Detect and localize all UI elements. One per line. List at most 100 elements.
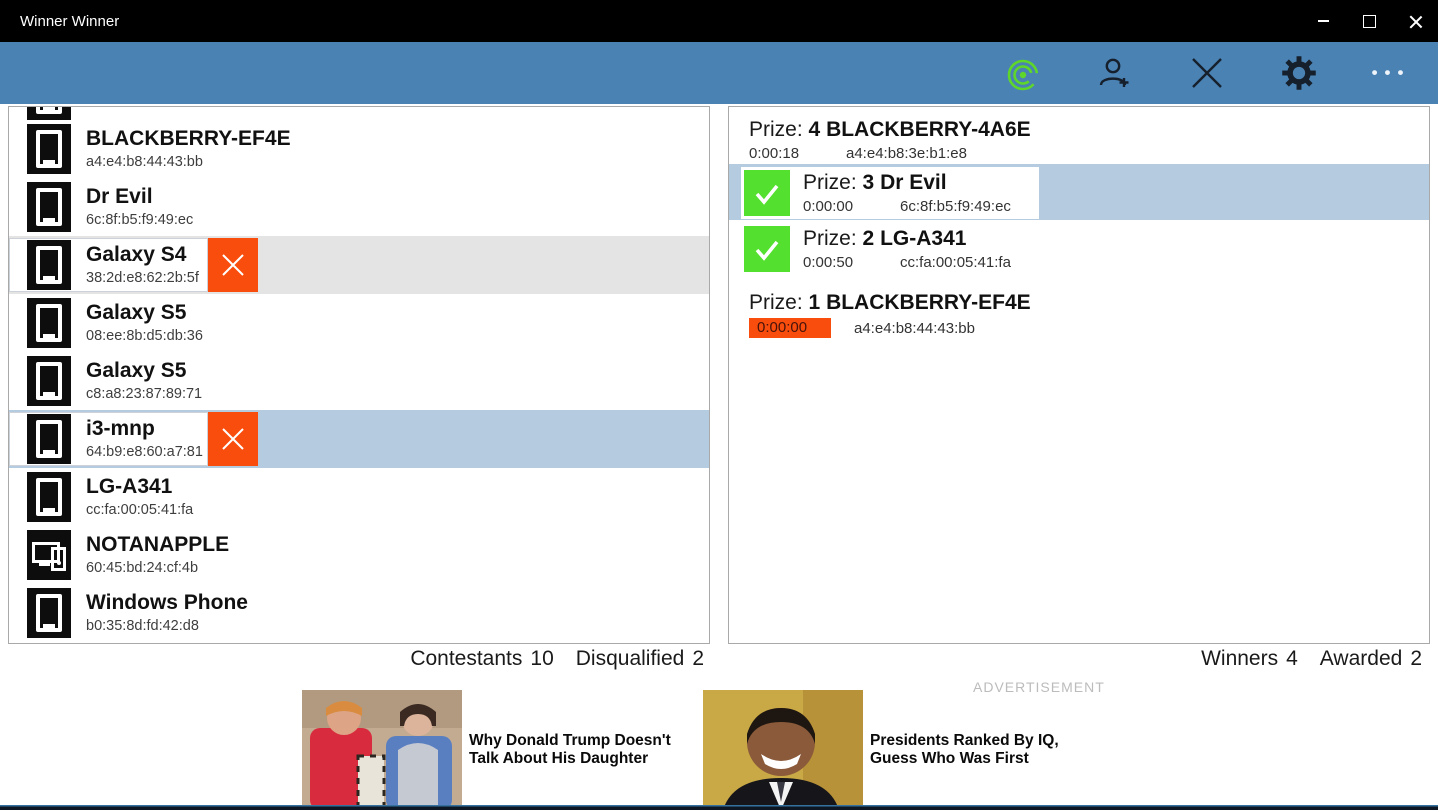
contestant-row-disqualified[interactable]: Galaxy S4 38:2d:e8:62:2b:5f xyxy=(9,236,709,294)
maximize-icon xyxy=(1362,14,1376,28)
prize-details: 0:00:18 a4:e4:b8:3e:b1:e8 xyxy=(749,145,1429,162)
prize-title: Prize: 3 Dr Evil xyxy=(803,171,947,194)
contestant-name: Galaxy S4 xyxy=(86,243,187,267)
window-controls xyxy=(1300,0,1438,42)
contestants-count: 10 xyxy=(530,647,554,670)
phone-icon xyxy=(27,588,71,638)
contestant-row[interactable]: Dr Evil 6c:8f:b5:f9:49:ec xyxy=(9,178,709,236)
phone-icon xyxy=(27,356,71,406)
awarded-label: Awarded xyxy=(1319,647,1403,670)
contestants-status: Contestants 10 Disqualified 2 xyxy=(8,647,704,671)
contestant-card: i3-mnp 64:b9:e8:60:a7:81 xyxy=(9,412,208,466)
prize-winner-name: LG-A341 xyxy=(880,227,967,250)
winner-mac: a4:e4:b8:44:43:bb xyxy=(854,319,975,337)
prize-number: 1 xyxy=(808,291,821,314)
contestant-mac: 60:45:bd:24:cf:4b xyxy=(86,559,199,576)
phone-icon xyxy=(27,107,71,120)
contestants-list[interactable]: BLACKBERRY-EF4E a4:e4:b8:44:43:bb Dr Evi… xyxy=(8,106,710,644)
awarded-check-icon xyxy=(744,226,790,272)
ad-item[interactable]: Presidents Ranked By IQ, Guess Who Was F… xyxy=(703,690,1082,810)
close-button[interactable] xyxy=(1392,0,1438,42)
contestant-mac: c8:a8:23:87:89:71 xyxy=(86,385,203,402)
contestant-mac: a4:e4:b8:44:43:bb xyxy=(86,153,203,170)
contestant-name: i3-mnp xyxy=(86,417,155,441)
list-item-partial xyxy=(9,107,709,120)
prize-timer-alert: 0:00:00 xyxy=(749,318,831,338)
contestants-label: Contestants xyxy=(410,647,523,670)
contestant-mac: cc:fa:00:05:41:fa xyxy=(86,501,194,518)
contestant-row[interactable]: Galaxy S5 c8:a8:23:87:89:71 xyxy=(9,352,709,410)
prize-number: 2 xyxy=(862,227,875,250)
winner-row[interactable]: Prize: 2 LG-A341 0:00:50 cc:fa:00:05:41:… xyxy=(729,220,1429,280)
contestant-name: LG-A341 xyxy=(86,475,173,499)
add-person-icon xyxy=(1099,58,1129,87)
ad-headline[interactable]: Presidents Ranked By IQ, Guess Who Was F… xyxy=(870,731,1059,767)
prize-title: Prize: 1 BLACKBERRY-EF4E xyxy=(749,291,1031,314)
contestant-row-disqualified-selected[interactable]: i3-mnp 64:b9:e8:60:a7:81 xyxy=(9,410,709,468)
prize-title: Prize: 2 LG-A341 xyxy=(803,227,967,250)
contestant-name: Windows Phone xyxy=(86,591,248,615)
disqualify-button[interactable] xyxy=(208,238,258,292)
contestant-name: Galaxy S5 xyxy=(86,359,187,383)
winner-mac: a4:e4:b8:3e:b1:e8 xyxy=(846,145,967,162)
prize-number: 4 xyxy=(808,118,821,141)
winner-card: Prize: 3 Dr Evil 0:00:00 6c:8f:b5:f9:49:… xyxy=(741,167,1039,219)
contestant-mac: 64:b9:e8:60:a7:81 xyxy=(86,443,203,460)
ellipsis-icon: ••• xyxy=(1371,63,1411,82)
prize-winner-name: Dr Evil xyxy=(880,171,947,194)
minimize-button[interactable] xyxy=(1300,0,1346,42)
gear-icon xyxy=(1282,56,1316,90)
contestant-row[interactable]: BLACKBERRY-EF4E a4:e4:b8:44:43:bb xyxy=(9,120,709,178)
contestant-row[interactable]: LG-A341 cc:fa:00:05:41:fa xyxy=(9,468,709,526)
winners-status: Winners 4 Awarded 2 xyxy=(728,647,1422,671)
beacon-icon xyxy=(1007,59,1039,91)
disqualified-label: Disqualified xyxy=(575,647,685,670)
winner-mac: cc:fa:00:05:41:fa xyxy=(900,254,1011,271)
winner-mac: 6c:8f:b5:f9:49:ec xyxy=(900,198,1011,215)
x-icon xyxy=(222,428,244,450)
winner-row[interactable]: Prize: 4 BLACKBERRY-4A6E 0:00:18 a4:e4:b… xyxy=(729,107,1429,164)
contestant-name: BLACKBERRY-EF4E xyxy=(86,127,291,151)
maximize-button[interactable] xyxy=(1346,0,1392,42)
winners-label: Winners xyxy=(1201,647,1279,670)
winners-count: 4 xyxy=(1286,647,1298,670)
titlebar: Winner Winner xyxy=(0,0,1438,42)
prize-number: 3 xyxy=(862,171,875,194)
contestant-name: Dr Evil xyxy=(86,185,153,209)
winner-row[interactable]: Prize: 1 BLACKBERRY-EF4E 0:00:00 a4:e4:b… xyxy=(729,280,1429,338)
contestant-name: NOTANAPPLE xyxy=(86,533,230,557)
ad-photo xyxy=(302,690,462,810)
prize-details: 0:00:50 cc:fa:00:05:41:fa xyxy=(803,254,1011,271)
ad-item[interactable]: Why Donald Trump Doesn't Talk About His … xyxy=(302,690,681,810)
phone-icon xyxy=(27,472,71,522)
prize-details: 0:00:00 a4:e4:b8:44:43:bb xyxy=(749,318,1429,338)
disqualify-button-toolbar[interactable] xyxy=(1188,54,1226,92)
settings-button[interactable] xyxy=(1280,54,1318,92)
ad-photo xyxy=(703,690,863,810)
phone-icon xyxy=(27,414,71,464)
contestant-name: Galaxy S5 xyxy=(86,301,187,325)
beacon-button[interactable] xyxy=(1004,54,1042,92)
contestant-row[interactable]: NOTANAPPLE 60:45:bd:24:cf:4b xyxy=(9,526,709,584)
command-bar: ••• xyxy=(0,42,1438,104)
contestant-card: Galaxy S4 38:2d:e8:62:2b:5f xyxy=(9,238,208,292)
contestant-mac: 08:ee:8b:d5:db:36 xyxy=(86,327,203,344)
phone-icon xyxy=(27,182,71,232)
disqualified-count: 2 xyxy=(692,647,704,670)
phone-icon xyxy=(27,124,71,174)
prize-title: Prize: 4 BLACKBERRY-4A6E xyxy=(749,118,1031,141)
winners-list[interactable]: Prize: 4 BLACKBERRY-4A6E 0:00:18 a4:e4:b… xyxy=(728,106,1430,644)
prize-timer: 0:00:18 xyxy=(749,145,800,162)
phone-icon xyxy=(27,298,71,348)
contestant-row[interactable]: Windows Phone b0:35:8d:fd:42:d8 xyxy=(9,584,709,642)
winner-row-selected[interactable]: Prize: 3 Dr Evil 0:00:00 6c:8f:b5:f9:49:… xyxy=(729,164,1429,220)
more-button[interactable]: ••• xyxy=(1372,54,1410,92)
close-icon xyxy=(1409,15,1422,28)
contestant-row[interactable]: Galaxy S5 08:ee:8b:d5:db:36 xyxy=(9,294,709,352)
minimize-icon xyxy=(1317,20,1329,22)
winner-card: Prize: 2 LG-A341 0:00:50 cc:fa:00:05:41:… xyxy=(741,223,1039,275)
disqualify-button[interactable] xyxy=(208,412,258,466)
ad-headline[interactable]: Why Donald Trump Doesn't Talk About His … xyxy=(469,731,671,767)
add-contestant-button[interactable] xyxy=(1096,54,1134,92)
